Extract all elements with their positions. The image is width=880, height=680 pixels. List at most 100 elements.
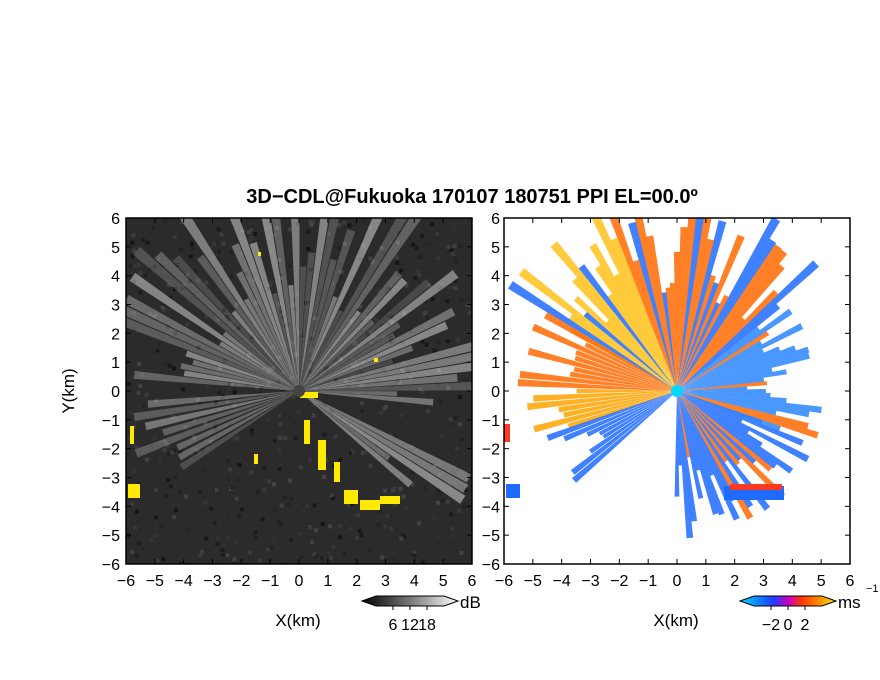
noise-pixel xyxy=(157,342,162,347)
noise-pixel xyxy=(158,524,163,529)
noise-pixel xyxy=(258,558,263,563)
noise-pixel xyxy=(286,389,291,394)
noise-pixel xyxy=(312,316,317,321)
noise-pixel xyxy=(217,249,222,254)
noise-pixel xyxy=(215,371,220,376)
velocity-wedge xyxy=(677,331,770,391)
noise-pixel xyxy=(210,332,215,337)
noise-pixel xyxy=(180,285,185,290)
clutter-patch xyxy=(344,490,358,504)
velocity-wedge xyxy=(677,391,742,461)
noise-pixel xyxy=(213,549,218,554)
noise-pixel xyxy=(228,422,233,427)
noise-pixel xyxy=(152,314,157,319)
noise-pixel xyxy=(379,503,384,508)
noise-pixel xyxy=(465,303,470,308)
y-tick-label: 1 xyxy=(111,355,120,372)
clutter-patch xyxy=(380,496,400,504)
noise-pixel xyxy=(271,482,276,487)
noise-pixel xyxy=(368,330,373,335)
noise-pixel xyxy=(184,494,189,499)
noise-pixel xyxy=(173,331,178,336)
noise-pixel xyxy=(274,225,279,230)
noise-pixel xyxy=(201,495,206,500)
noise-pixel xyxy=(430,297,435,302)
noise-pixel xyxy=(313,386,318,391)
noise-pixel xyxy=(272,539,277,544)
noise-pixel xyxy=(417,272,422,277)
noise-pixel xyxy=(225,516,230,521)
y-tick-label: 2 xyxy=(111,326,120,343)
noise-pixel xyxy=(227,382,232,387)
noise-pixel xyxy=(461,505,466,510)
noise-pixel xyxy=(185,528,190,533)
noise-pixel xyxy=(368,256,373,261)
velocity-wedge xyxy=(677,391,786,500)
beam xyxy=(299,278,432,391)
beam xyxy=(299,309,343,391)
noise-pixel xyxy=(335,363,340,368)
noise-pixel xyxy=(200,525,205,530)
noise-pixel xyxy=(289,296,294,301)
noise-pixel xyxy=(271,344,276,349)
beam xyxy=(291,218,300,391)
noise-pixel xyxy=(459,550,464,555)
velocity-wedge xyxy=(677,391,719,515)
noise-pixel xyxy=(267,366,272,371)
noise-pixel xyxy=(332,362,337,367)
noise-pixel xyxy=(347,223,352,228)
beam xyxy=(299,252,315,391)
noise-pixel xyxy=(134,445,139,450)
noise-pixel xyxy=(436,367,441,372)
beam xyxy=(172,254,299,391)
noise-pixel xyxy=(385,513,390,518)
noise-pixel xyxy=(311,331,316,336)
noise-pixel xyxy=(203,500,208,505)
x-tick-label: 5 xyxy=(439,573,448,590)
noise-pixel xyxy=(309,347,314,352)
noise-pixel xyxy=(342,241,347,246)
noise-pixel xyxy=(283,436,288,441)
noise-pixel xyxy=(417,280,422,285)
velocity-wedge xyxy=(677,391,740,466)
noise-pixel xyxy=(435,231,440,236)
velocity-wedge xyxy=(674,391,680,497)
radar-site-marker xyxy=(671,385,683,397)
noise-pixel xyxy=(459,492,464,497)
noise-pixel xyxy=(155,558,160,563)
noise-pixel xyxy=(193,447,198,452)
noise-pixel xyxy=(272,508,277,513)
noise-pixel xyxy=(216,536,221,541)
noise-pixel xyxy=(421,417,426,422)
noise-pixel xyxy=(234,302,239,307)
noise-pixel xyxy=(196,448,201,453)
noise-pixel xyxy=(307,458,312,463)
velocity-wedge xyxy=(546,391,677,442)
noise-pixel xyxy=(244,352,249,357)
y-tick-label: −2 xyxy=(102,442,120,459)
noise-pixel xyxy=(410,470,415,475)
velocity-wedge xyxy=(677,391,714,477)
noise-pixel xyxy=(352,340,357,345)
noise-pixel xyxy=(402,311,407,316)
noise-pixel xyxy=(137,361,142,366)
noise-pixel xyxy=(198,471,203,476)
noise-pixel xyxy=(452,227,457,232)
noise-pixel xyxy=(329,349,334,354)
noise-pixel xyxy=(239,251,244,256)
noise-pixel xyxy=(172,414,177,419)
noise-pixel xyxy=(396,231,401,236)
noise-pixel xyxy=(376,450,381,455)
beam xyxy=(299,391,434,406)
noise-pixel xyxy=(334,378,339,383)
noise-pixel xyxy=(237,463,242,468)
figure-title: 3D−CDL@Fukuoka 170107 180751 PPI EL=00.0… xyxy=(246,186,698,208)
noise-pixel xyxy=(317,378,322,383)
noise-pixel xyxy=(411,242,416,247)
noise-pixel xyxy=(193,269,198,274)
noise-pixel xyxy=(231,436,236,441)
noise-pixel xyxy=(435,382,440,387)
noise-pixel xyxy=(451,422,456,427)
noise-pixel xyxy=(131,279,136,284)
noise-pixel xyxy=(220,394,225,399)
